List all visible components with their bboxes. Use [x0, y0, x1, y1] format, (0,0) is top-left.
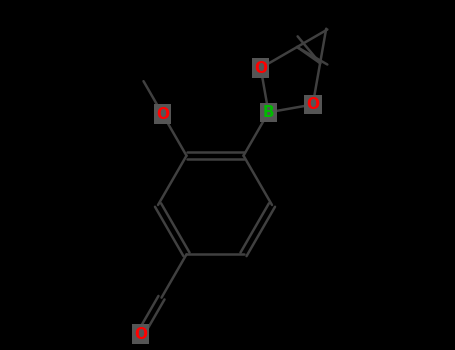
- Text: O: O: [134, 327, 147, 342]
- Text: O: O: [254, 61, 267, 76]
- Text: O: O: [156, 106, 169, 121]
- Text: O: O: [306, 97, 319, 112]
- Text: B: B: [263, 105, 274, 120]
